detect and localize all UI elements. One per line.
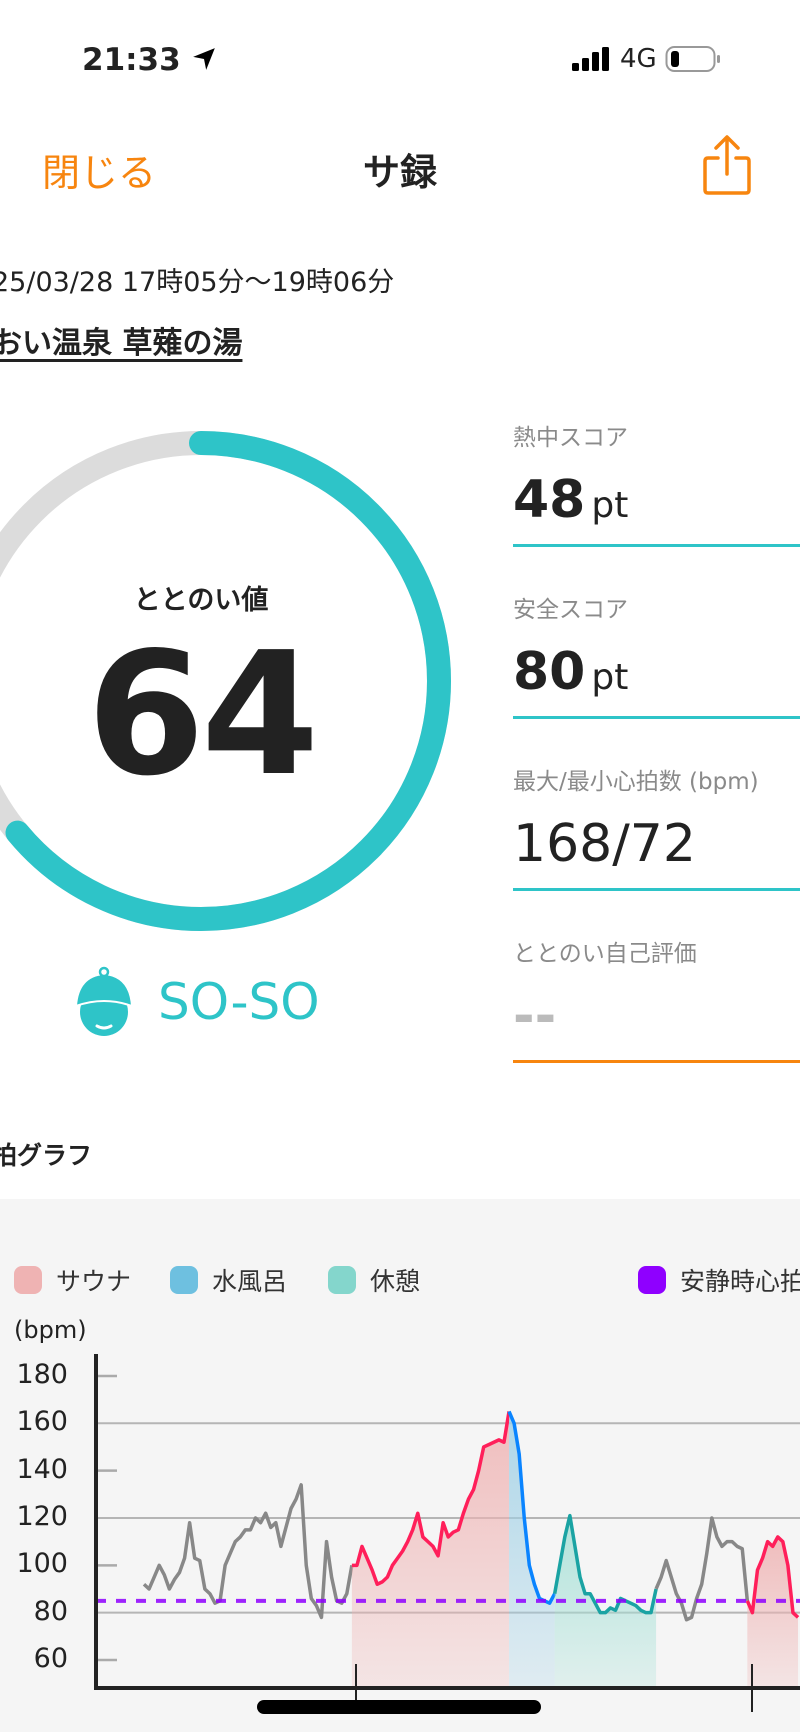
score-ring-progress: [0, 431, 451, 931]
y-tick-label: 80: [33, 1595, 68, 1627]
legend-item-cold-bath: 水風呂: [170, 1262, 287, 1298]
mood-label: SO-SO: [158, 973, 320, 1031]
hr-line-休憩: [552, 1513, 658, 1615]
score-value: 64: [86, 616, 320, 814]
legend-label: 水風呂: [212, 1267, 288, 1296]
clock: 21:33: [82, 42, 181, 78]
location-arrow-icon: [193, 48, 216, 70]
stat-divider: [513, 544, 800, 547]
stat-number: 80: [513, 642, 586, 702]
stat-divider: [513, 716, 800, 719]
stat-number: 168/72: [513, 814, 696, 874]
stat-value: --: [513, 986, 800, 1046]
stat-value: 48 pt: [513, 470, 800, 530]
sauna-hat-face-icon: [74, 966, 134, 1036]
stat-divider: [513, 888, 800, 891]
legend-item-sauna: サウナ: [14, 1262, 131, 1298]
y-tick-label: 180: [16, 1358, 68, 1390]
venue-link[interactable]: おい温泉 草薙の湯: [0, 326, 243, 361]
phase-fill-休憩: [554, 1515, 657, 1688]
stat-value: 168/72: [513, 814, 800, 874]
stat-heart-rate: 最大/最小心拍数 (bpm) 168/72: [513, 762, 800, 891]
status-indicators: 4G: [572, 44, 721, 74]
phase-fill-サウナ: [351, 1411, 510, 1688]
hr-line-サウナ: [745, 1535, 800, 1619]
phase-fill-水風呂: [509, 1411, 555, 1688]
legend-item-rest: 休憩: [328, 1262, 420, 1298]
page-title: サ録: [363, 151, 437, 194]
share-icon: [703, 135, 751, 195]
hr-line-サウナ: [351, 1411, 511, 1587]
stat-unit: pt: [591, 485, 629, 526]
stat-safety-score: 安全スコア 80 pt: [513, 590, 800, 719]
hr-line-other: [142, 1483, 354, 1620]
legend-label: 安静時心拍: [680, 1267, 800, 1296]
y-tick-label: 160: [16, 1406, 68, 1438]
stat-label: 安全スコア: [513, 597, 628, 623]
stat-label: 最大/最小心拍数 (bpm): [513, 769, 759, 795]
y-tick-label: 100: [16, 1548, 68, 1580]
legend-swatch: [170, 1266, 198, 1294]
y-tick-label: 60: [33, 1643, 68, 1674]
hr-line-水風呂: [507, 1410, 557, 1605]
network-type: 4G: [620, 44, 657, 74]
legend-swatch: [14, 1266, 42, 1294]
score-label: ととのい値: [133, 585, 269, 616]
stat-self-rating[interactable]: ととのい自己評価 --: [513, 934, 800, 1063]
legend-label: 休憩: [370, 1267, 421, 1296]
share-button[interactable]: [702, 134, 752, 200]
cellular-signal-icon: [572, 47, 609, 71]
hr-line-other: [654, 1516, 750, 1622]
stat-unit: pt: [591, 657, 629, 698]
graph-title: 拍グラフ: [0, 1141, 93, 1170]
y-axis-unit: (bpm): [14, 1316, 87, 1344]
legend-swatch: [638, 1266, 666, 1294]
battery-icon: [665, 46, 720, 72]
y-tick-label: 140: [16, 1453, 68, 1485]
stat-number: --: [513, 986, 557, 1046]
stat-label: ととのい自己評価: [513, 941, 697, 967]
stat-heat-score: 熱中スコア 48 pt: [513, 418, 800, 547]
stat-value: 80 pt: [513, 642, 800, 702]
stat-divider: [513, 1060, 800, 1063]
status-time: 21:33: [82, 42, 217, 78]
mood-badge: SO-SO: [72, 966, 320, 1038]
legend-item-resting-hr: 安静時心拍: [638, 1262, 800, 1298]
session-datetime: 25/03/28 17時05分〜19時06分: [0, 267, 395, 298]
legend-swatch: [328, 1266, 356, 1294]
phase-fill-サウナ: [747, 1536, 799, 1688]
score-ring: [0, 431, 451, 931]
legend-label: サウナ: [56, 1267, 132, 1296]
close-button[interactable]: 閉じる: [42, 151, 157, 195]
home-indicator[interactable]: [257, 1700, 541, 1714]
stat-number: 48: [513, 470, 586, 530]
stat-label: 熱中スコア: [513, 425, 628, 451]
y-tick-label: 120: [16, 1500, 68, 1532]
